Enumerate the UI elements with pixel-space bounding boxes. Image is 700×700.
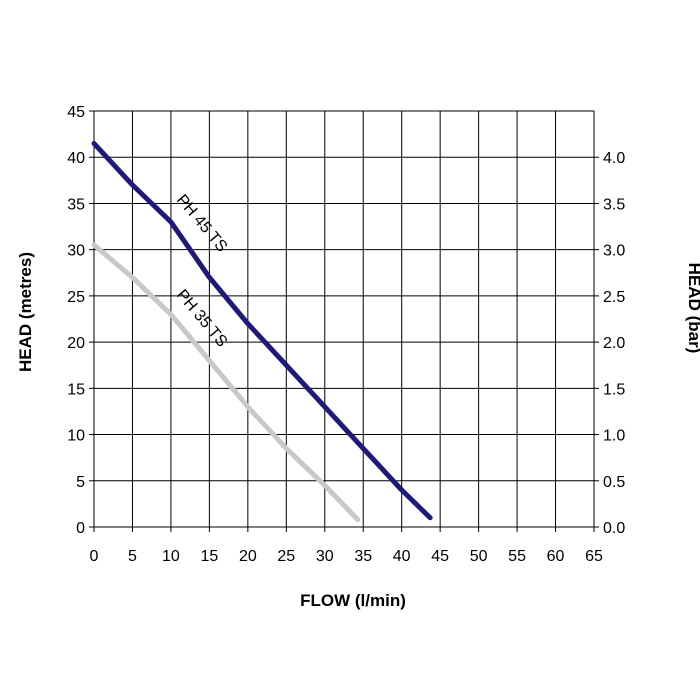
x-axis-title: FLOW (l/min) <box>300 591 406 610</box>
y2-tick-label: 3.5 <box>603 196 625 213</box>
y2-tick-label: 1.0 <box>603 428 625 445</box>
y2-tick-label: 0.5 <box>603 474 625 491</box>
x-tick-label: 15 <box>200 548 218 565</box>
y2-tick-label: 2.5 <box>603 289 625 306</box>
y-tick-label: 10 <box>67 428 85 445</box>
y-tick-label: 40 <box>67 150 85 167</box>
tick-labels: 0 5 10 15 20 25 30 35 40 45 0.0 0.5 1.0 1.5 2.0 2.5 3.0 3… <box>67 104 625 565</box>
y2-tick-label: 2.0 <box>603 335 625 352</box>
series-line-ph-45-ts <box>91 140 433 521</box>
y2-tick-label: 4.0 <box>603 150 625 167</box>
y-tick-label: 15 <box>67 381 85 398</box>
x-tick-label: 35 <box>354 548 372 565</box>
x-tick-label: 55 <box>508 548 526 565</box>
y-tick-label: 45 <box>67 104 85 121</box>
x-tick-label: 0 <box>90 548 99 565</box>
y2-tick-label: 1.5 <box>603 381 625 398</box>
series-lines <box>91 140 433 523</box>
y-tick-label: 25 <box>67 289 85 306</box>
plot-area <box>94 111 594 527</box>
y-tick-label: 5 <box>76 474 85 491</box>
axes <box>89 110 599 532</box>
y-tick-label: 30 <box>67 243 85 260</box>
y2-axis-title: HEAD (bar) <box>685 263 700 354</box>
y2-tick-label: 0.0 <box>603 520 625 537</box>
x-tick-label: 65 <box>585 548 603 565</box>
x-tick-label: 40 <box>393 548 411 565</box>
plot-frame <box>93 110 595 528</box>
x-tick-label: 45 <box>431 548 449 565</box>
x-tick-label: 60 <box>547 548 565 565</box>
grid <box>93 110 595 528</box>
x-tick-label: 50 <box>470 548 488 565</box>
series-line-ph-35-ts <box>91 242 361 523</box>
y2-tick-label: 3.0 <box>603 243 625 260</box>
y-axis-title: HEAD (metres) <box>16 252 35 372</box>
y-tick-label: 20 <box>67 335 85 352</box>
x-tick-label: 30 <box>316 548 334 565</box>
x-tick-label: 5 <box>128 548 137 565</box>
x-tick-label: 20 <box>239 548 257 565</box>
x-tick-label: 25 <box>277 548 295 565</box>
x-tick-label: 10 <box>162 548 180 565</box>
y-tick-label: 35 <box>67 196 85 213</box>
y-tick-label: 0 <box>76 520 85 537</box>
